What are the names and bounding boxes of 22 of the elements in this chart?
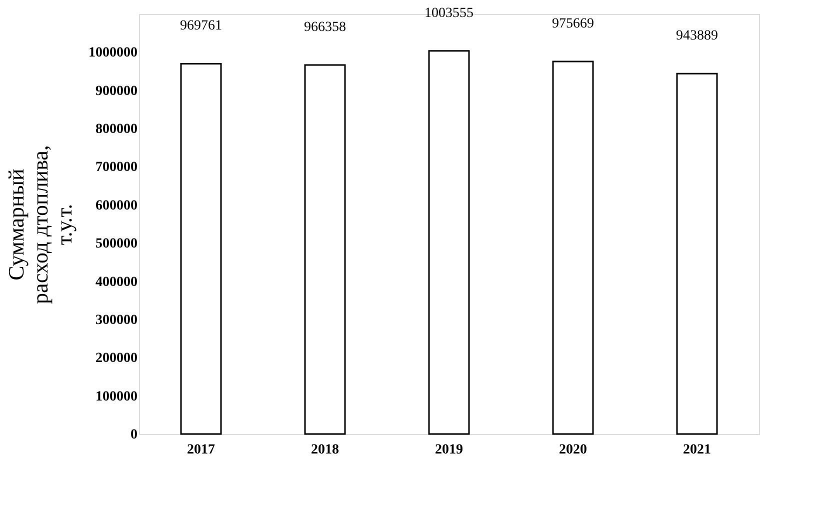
y-tick-label: 600000 [96, 198, 138, 214]
data-label: 966358 [304, 20, 346, 36]
y-tick-label: 1000000 [88, 46, 138, 61]
data-label: 975669 [552, 16, 594, 32]
y-tick-label: 700000 [96, 160, 138, 176]
y-tick-label: 200000 [96, 351, 138, 366]
data-label: 969761 [180, 18, 222, 34]
x-tick-label: 2018 [311, 442, 339, 458]
data-label: 943889 [676, 28, 718, 44]
y-tick-label: 0 [130, 428, 138, 442]
x-tick-label: 2021 [683, 442, 711, 458]
x-tick-label: 2020 [559, 442, 587, 458]
x-tick-label: 2019 [435, 442, 463, 458]
y-tick-label: 100000 [96, 389, 138, 404]
data-label: 1003555 [424, 6, 474, 21]
y-tick-label: 800000 [96, 122, 138, 138]
y-tick-label: 900000 [96, 84, 138, 99]
y-tick-label: 500000 [96, 236, 138, 252]
y-axis-title: Суммарный расход дтоплива, т.у.т. [4, 145, 76, 304]
x-tick-label: 2017 [187, 442, 215, 458]
y-tick-label: 400000 [96, 274, 138, 290]
y-tick-label: 300000 [96, 312, 138, 328]
